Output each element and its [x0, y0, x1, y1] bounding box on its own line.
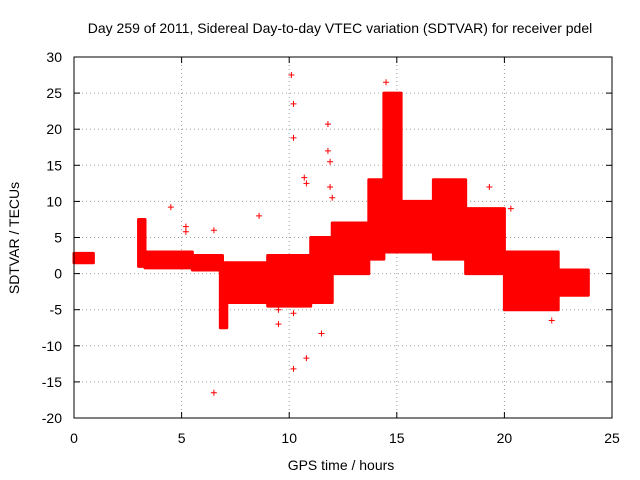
data-point — [301, 174, 308, 181]
data-band — [225, 261, 270, 304]
y-tick-label: -5 — [50, 302, 63, 318]
x-tick-label: 10 — [281, 430, 297, 446]
x-tick-label: 20 — [497, 430, 513, 446]
data-band — [464, 207, 506, 276]
data-point — [290, 310, 297, 317]
data-band — [330, 221, 371, 276]
data-point — [182, 228, 189, 235]
data-point — [182, 223, 189, 230]
data-band — [399, 199, 435, 254]
y-tick-label: 25 — [46, 85, 62, 101]
data-point — [210, 227, 217, 234]
x-axis-label: GPS time / hours — [288, 457, 395, 473]
data-band — [382, 91, 403, 254]
data-point — [324, 147, 331, 154]
x-tick-label: 15 — [389, 430, 405, 446]
data-point — [256, 212, 263, 219]
data-band — [431, 178, 468, 261]
data-band — [556, 268, 590, 297]
chart-title: Day 259 of 2011, Sidereal Day-to-day VTE… — [88, 20, 592, 36]
data-point — [507, 205, 514, 212]
data-point — [275, 306, 282, 313]
y-axis-label: SDTVAR / TECUs — [6, 182, 22, 294]
data-point — [290, 134, 297, 141]
y-tick-label: -10 — [42, 338, 62, 354]
data-point — [303, 180, 310, 187]
y-tick-label: 5 — [54, 230, 62, 246]
data-band — [137, 217, 147, 268]
data-band — [190, 254, 224, 272]
axis-ticks: 0 5 10 15 20 25 -20 -15 -10 -5 0 5 10 15 20 25 30 — [42, 49, 620, 446]
data-band — [502, 250, 560, 312]
data-band — [309, 236, 334, 304]
x-tick-label: 25 — [604, 430, 620, 446]
data-band — [143, 250, 194, 270]
data-point — [486, 183, 493, 190]
data-point — [303, 355, 310, 362]
data-band — [367, 178, 386, 261]
data-point — [290, 100, 297, 107]
y-tick-label: -15 — [42, 374, 62, 390]
data-point — [324, 121, 331, 128]
data-point — [327, 183, 334, 190]
data-point — [275, 321, 282, 328]
y-tick-label: 30 — [46, 49, 62, 65]
data-points — [72, 72, 590, 396]
data-point — [544, 263, 551, 270]
y-tick-label: -20 — [42, 410, 62, 426]
data-band — [266, 254, 313, 308]
data-point — [210, 389, 217, 396]
x-tick-label: 0 — [70, 430, 78, 446]
data-point — [548, 317, 555, 324]
y-tick-label: 10 — [46, 193, 62, 209]
data-point — [383, 79, 390, 86]
data-point — [318, 330, 325, 337]
x-tick-label: 5 — [178, 430, 186, 446]
data-point — [288, 72, 295, 79]
data-point — [167, 204, 174, 211]
data-point — [290, 365, 297, 372]
data-point — [329, 194, 336, 201]
y-tick-label: 15 — [46, 157, 62, 173]
y-tick-label: 0 — [54, 266, 62, 282]
data-point — [327, 158, 334, 165]
y-tick-label: 20 — [46, 121, 62, 137]
data-band — [72, 251, 95, 265]
